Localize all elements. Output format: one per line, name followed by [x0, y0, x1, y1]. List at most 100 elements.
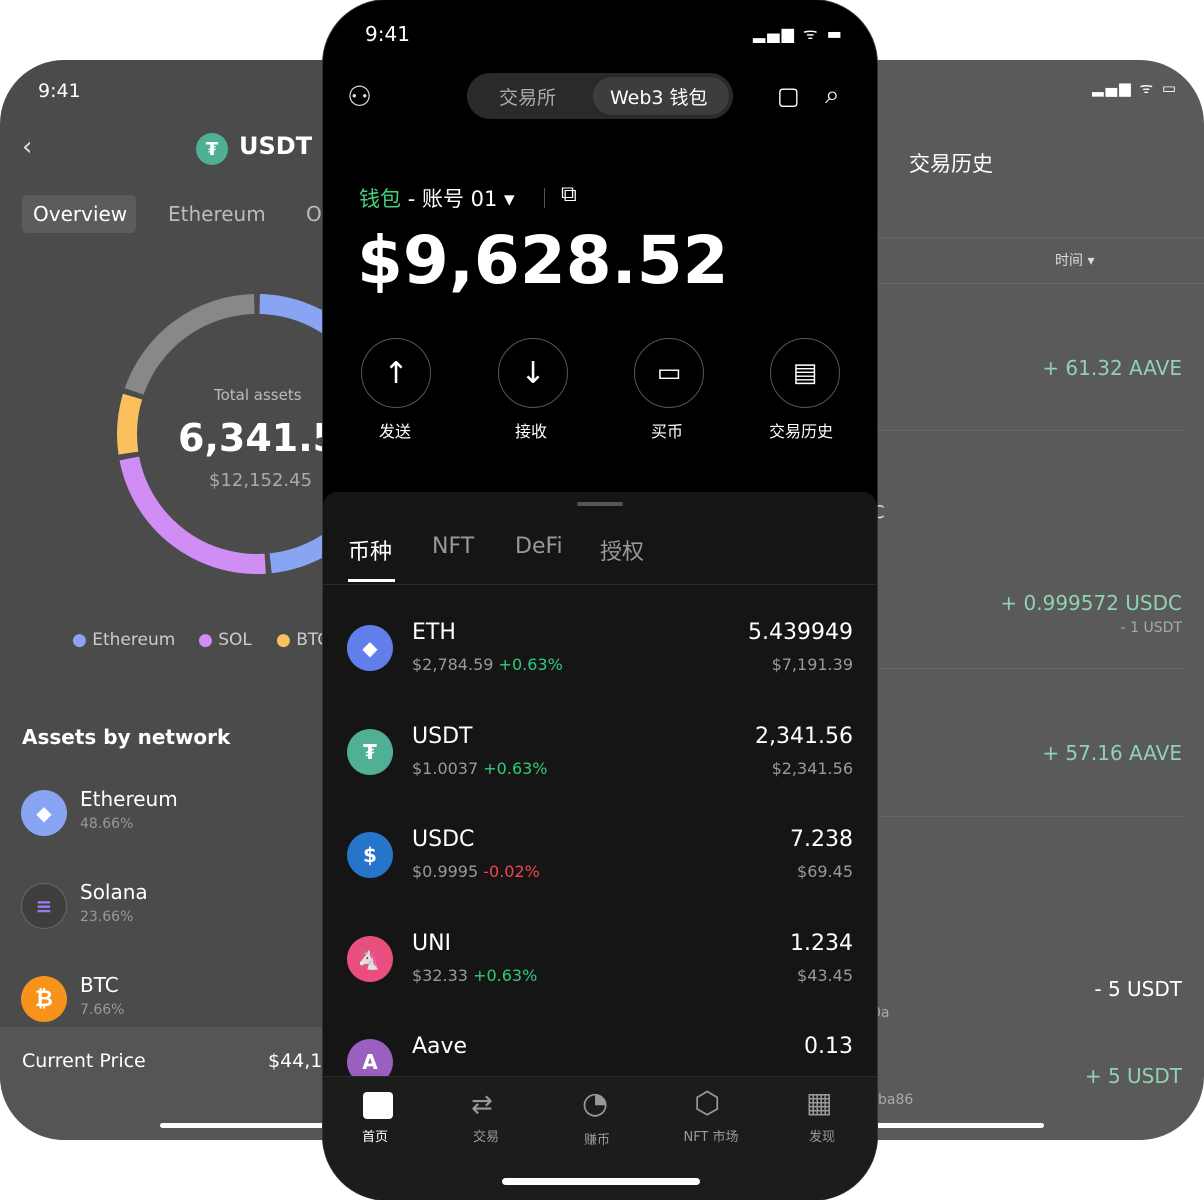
network-pct: 48.66% — [80, 816, 134, 832]
tab-overview[interactable] — [22, 195, 136, 233]
tx-amount: + 61.32 AAVE — [1042, 356, 1182, 380]
back-icon[interactable]: ‹ — [22, 132, 33, 162]
nav-earn[interactable]: 赚币 — [583, 1133, 610, 1148]
asset-amount: 0.13 — [804, 1034, 853, 1059]
asset-value: $2,341.56 — [771, 758, 853, 778]
asset-amount: 5.439949 — [748, 620, 853, 645]
price-value: $44,1 — [268, 1050, 323, 1072]
asset-amount: 1.234 — [790, 930, 853, 956]
action-label: 买币 — [651, 422, 684, 441]
tab-defi[interactable]: DeFi — [515, 534, 563, 559]
tab-other[interactable]: O — [306, 202, 322, 226]
tab-overview-label: Overview — [33, 202, 128, 226]
home-indicator — [502, 1178, 700, 1185]
page-title: 交易历史 — [909, 152, 993, 176]
asset-value: $69.45 — [797, 862, 853, 881]
asset-symbol: Aave — [412, 1034, 468, 1059]
tab-approvals[interactable]: 授权 — [600, 540, 645, 565]
tx-sub: - 1 USDT — [1120, 620, 1182, 636]
legend-ethereum: ● Ethereum — [72, 630, 176, 650]
asset-price: $2,784.59 +0.63% — [412, 655, 563, 674]
home-icon[interactable] — [363, 1092, 393, 1119]
wallet-card-icon: ▭ — [656, 358, 682, 388]
tx-amount: - 5 USDT — [1094, 977, 1182, 1001]
legend-sol: ● SOL — [198, 630, 252, 650]
action-label: 接收 — [515, 422, 548, 441]
tab-tokens[interactable]: 币种 — [348, 540, 393, 565]
donut-label: Total assets — [214, 386, 302, 404]
status-icons: ▂▄▆ ᯤ ▭ — [1092, 79, 1179, 97]
asset-row[interactable]: ₮ USDT $1.0037 +0.63% 2,341.56 $2,341.56 — [323, 724, 877, 784]
usdt-logo-icon: ₮ — [196, 133, 228, 165]
asset-row[interactable]: 🦄 UNI $32.33 +0.63% 1.234 $43.45 — [323, 931, 877, 991]
solana-icon: ≡ — [21, 883, 67, 929]
nav-home[interactable]: 首页 — [361, 1130, 388, 1145]
nav-trade[interactable]: 交易 — [472, 1130, 499, 1145]
profile-icon[interactable]: ⚇ — [347, 80, 373, 113]
buy-button[interactable]: ▭ — [634, 338, 704, 408]
message-icon[interactable]: ▢ — [777, 82, 800, 110]
status-time: 9:41 — [38, 80, 81, 102]
nft-market-icon[interactable]: ⬡ — [694, 1086, 721, 1121]
section-title: Assets by network — [22, 725, 231, 749]
nav-discover[interactable]: 发现 — [808, 1130, 835, 1145]
donut-usd: $12,152.45 — [209, 470, 313, 491]
usdt-icon: ₮ — [347, 728, 393, 775]
usdc-icon: $ — [347, 832, 393, 878]
status-icons: ▂▄▆ ᯤ ▬ — [753, 24, 844, 43]
network-name[interactable]: BTC — [80, 973, 119, 997]
search-icon[interactable]: ⌕ — [825, 80, 840, 110]
status-time: 9:41 — [365, 22, 410, 46]
peek-text: ba86 — [878, 1092, 914, 1108]
action-label: 交易历史 — [769, 422, 834, 441]
ethereum-icon: ◆ — [21, 790, 67, 836]
network-pct: 7.66% — [80, 1002, 125, 1018]
arrow-up-icon: ↑ — [383, 355, 409, 391]
btc-icon: ₿ — [21, 976, 67, 1022]
asset-row[interactable]: $ USDC $0.9995 -0.02% 7.238 $69.45 — [323, 827, 877, 887]
document-icon: ▤ — [792, 358, 818, 388]
asset-symbol: USDC — [412, 827, 475, 852]
asset-row[interactable]: ◆ ETH $2,784.59 +0.63% 5.439949 $7,191.3… — [323, 620, 877, 680]
donut-segment-other — [124, 294, 255, 395]
discover-icon[interactable]: ▦ — [806, 1086, 833, 1119]
tab-indicator — [348, 579, 395, 582]
donut-segment-btc — [117, 393, 143, 455]
asset-value: $7,191.39 — [771, 655, 853, 674]
earn-icon[interactable]: ◔ — [582, 1086, 609, 1121]
drag-handle[interactable] — [577, 502, 623, 506]
eth-icon: ◆ — [347, 625, 393, 671]
asset-symbol: USDT — [412, 723, 473, 749]
tab-nft[interactable]: NFT — [432, 534, 475, 559]
balance: $9,628.52 — [357, 222, 729, 299]
trade-icon[interactable]: ⇄ — [471, 1090, 493, 1120]
legend-btc: ● BTC — [276, 630, 330, 650]
asset-symbol: ETH — [412, 620, 456, 645]
time-filter-dropdown[interactable]: 时间 ▾ — [1055, 253, 1095, 269]
divider — [544, 188, 545, 208]
home-indicator — [860, 1123, 1044, 1128]
divider — [323, 584, 877, 585]
page-title: USDT — [239, 132, 313, 160]
asset-price: $1.0037 +0.63% — [412, 758, 548, 778]
copy-icon[interactable]: ⧉ — [561, 182, 577, 207]
asset-symbol: UNI — [412, 930, 452, 956]
tab-exchange[interactable]: 交易所 — [499, 87, 557, 109]
receive-button[interactable]: ↓ — [498, 338, 568, 408]
center-phone-wallet: 9:41 ▂▄▆ ᯤ ▬ ⚇ 交易所 Web3 钱包 ▢ ⌕ 钱包 - 账号 0… — [323, 0, 877, 1200]
send-button[interactable]: ↑ — [361, 338, 431, 408]
account-selector[interactable]: 钱包 - 账号 01 ▾ — [359, 187, 515, 211]
price-label: Current Price — [22, 1050, 146, 1072]
tab-web3-wallet[interactable]: Web3 钱包 — [610, 87, 708, 109]
right-phone-history: ▂▄▆ ᯤ ▭ 交易历史 时间 ▾ + 61.32 AAVE C + 0.999… — [820, 60, 1204, 1140]
history-button[interactable]: ▤ — [770, 338, 840, 408]
nav-nft-market[interactable]: NFT 市场 — [683, 1130, 739, 1145]
mode-active-pill — [593, 77, 729, 115]
asset-price: $32.33 +0.63% — [412, 965, 538, 985]
network-name[interactable]: Solana — [80, 880, 148, 904]
asset-amount: 2,341.56 — [755, 723, 853, 749]
tx-amount: + 57.16 AAVE — [1042, 741, 1182, 765]
network-name[interactable]: Ethereum — [80, 787, 178, 811]
tab-ethereum[interactable]: Ethereum — [168, 202, 266, 226]
arrow-down-icon: ↓ — [520, 355, 546, 391]
